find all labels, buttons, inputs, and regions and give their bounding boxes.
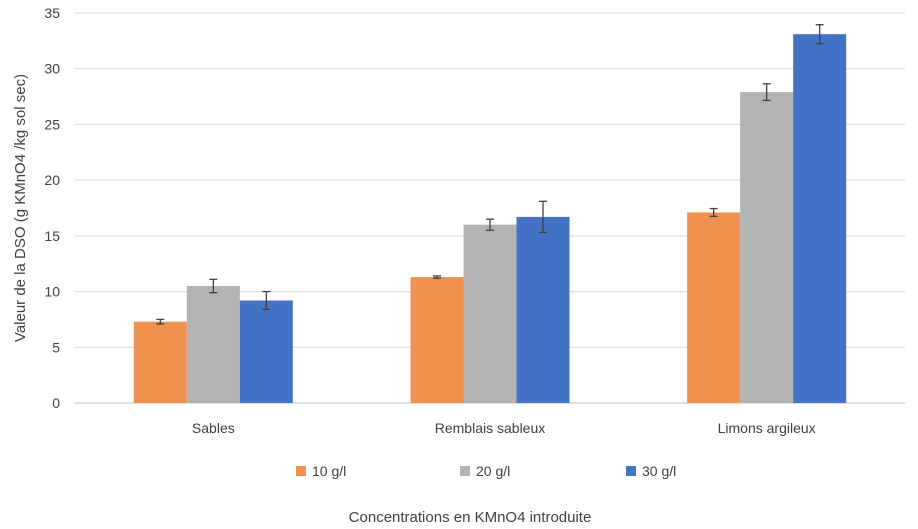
y-axis-title: Valeur de la DSO (g KMnO4 /kg sol sec) xyxy=(12,74,29,342)
y-tick-label: 15 xyxy=(44,228,60,244)
error-bar xyxy=(262,290,271,311)
legend-item: 30 g/l xyxy=(626,463,676,479)
y-tick-labels: 0 5 10 15 20 25 30 35 xyxy=(44,5,60,411)
y-tick-label: 0 xyxy=(52,395,60,411)
bar xyxy=(239,300,293,403)
error-bar xyxy=(209,278,218,294)
error-bar xyxy=(433,275,441,279)
category-label: Limons argileux xyxy=(718,420,816,436)
error-bar xyxy=(709,207,718,218)
category-label: Remblais sableux xyxy=(435,420,546,436)
y-tick-label: 5 xyxy=(52,339,60,355)
x-axis-title: Concentrations en KMnO4 introduite xyxy=(349,509,592,526)
y-tick-label: 30 xyxy=(44,61,60,77)
error-bar xyxy=(156,318,165,325)
bar xyxy=(516,216,570,403)
bar xyxy=(410,277,464,403)
bar xyxy=(687,212,741,403)
bars xyxy=(133,34,847,404)
error-bar xyxy=(762,83,771,102)
legend-label: 30 g/l xyxy=(642,463,676,479)
y-tick-label: 10 xyxy=(44,284,60,300)
legend-swatch xyxy=(296,466,306,476)
bar xyxy=(740,92,794,403)
legend-swatch xyxy=(460,466,470,476)
error-bar xyxy=(486,218,494,231)
bar xyxy=(186,286,240,403)
y-tick-label: 35 xyxy=(44,5,60,21)
legend-label: 20 g/l xyxy=(476,463,510,479)
y-tick-label: 25 xyxy=(44,116,60,132)
error-bar xyxy=(539,200,547,234)
y-tick-label: 20 xyxy=(44,172,60,188)
bar xyxy=(793,34,847,404)
bar xyxy=(463,224,517,403)
legend-swatch xyxy=(626,466,636,476)
legend-label: 10 g/l xyxy=(312,463,346,479)
legend: 10 g/l 20 g/l 30 g/l xyxy=(296,463,676,479)
legend-item: 10 g/l xyxy=(296,463,346,479)
category-label: Sables xyxy=(192,420,235,436)
error-bars xyxy=(156,24,824,325)
legend-item: 20 g/l xyxy=(460,463,510,479)
error-bar xyxy=(815,24,824,45)
bar xyxy=(133,321,187,403)
category-labels: Sables Remblais sableux Limons argileux xyxy=(192,420,816,436)
